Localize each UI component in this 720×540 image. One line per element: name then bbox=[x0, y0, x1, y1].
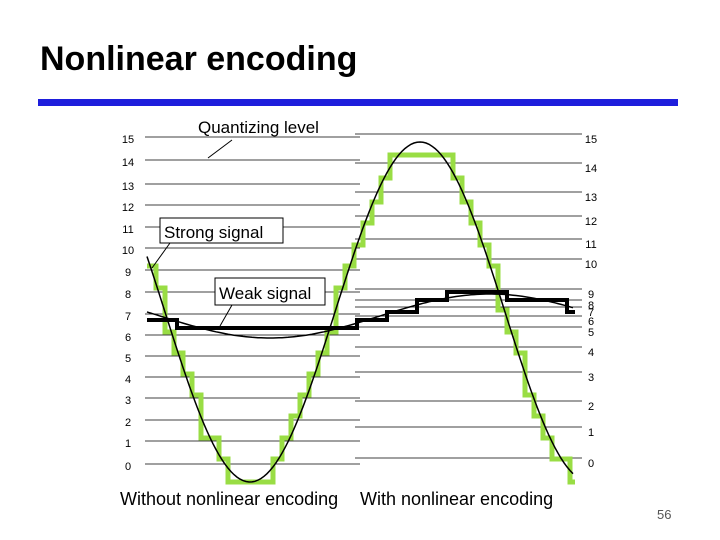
quantizing-label: Quantizing level bbox=[198, 118, 319, 137]
right-level-label: 3 bbox=[588, 372, 594, 384]
left-level-label: 7 bbox=[125, 311, 131, 323]
left-level-label: 9 bbox=[125, 267, 131, 279]
right-level-label: 10 bbox=[585, 259, 597, 271]
left-level-label: 3 bbox=[125, 395, 131, 407]
right-level-label: 9 bbox=[588, 289, 594, 301]
right-level-label: 13 bbox=[585, 192, 597, 204]
right-level-label: 2 bbox=[588, 401, 594, 413]
left-level-label: 10 bbox=[122, 245, 134, 257]
left-level-label: 4 bbox=[125, 374, 131, 386]
title-rule bbox=[38, 99, 678, 106]
right-level-label: 15 bbox=[585, 134, 597, 146]
right-caption: With nonlinear encoding bbox=[360, 489, 553, 509]
right-level-label: 8 bbox=[588, 300, 594, 312]
left-level-label: 14 bbox=[122, 157, 134, 169]
pointer bbox=[151, 242, 171, 269]
left-caption: Without nonlinear encoding bbox=[120, 489, 338, 509]
weak-quantized bbox=[147, 290, 575, 330]
strong-quantized bbox=[147, 152, 575, 485]
pointer bbox=[207, 139, 233, 159]
strong-label: Strong signal bbox=[164, 223, 263, 242]
slide-title: Nonlinear encoding bbox=[40, 40, 357, 78]
left-level-label: 15 bbox=[122, 134, 134, 146]
left-level-label: 0 bbox=[125, 461, 131, 473]
right-level-label: 5 bbox=[588, 327, 594, 339]
left-level-label: 12 bbox=[122, 202, 134, 214]
level-lines bbox=[145, 133, 582, 465]
signals bbox=[146, 141, 575, 485]
page-number: 56 bbox=[657, 507, 671, 522]
right-level-label: 12 bbox=[585, 216, 597, 228]
strong-box bbox=[159, 217, 284, 244]
strong-signal bbox=[146, 141, 574, 483]
left-level-label: 5 bbox=[125, 353, 131, 365]
left-level-label: 11 bbox=[122, 224, 133, 236]
right-level-label: 6 bbox=[588, 316, 594, 328]
right-level-label: 4 bbox=[588, 347, 594, 359]
right-level-label: 7 bbox=[588, 307, 594, 319]
pointer bbox=[219, 304, 233, 327]
right-level-label: 14 bbox=[585, 163, 597, 175]
right-level-label: 11 bbox=[585, 239, 596, 251]
weak-signal bbox=[146, 293, 574, 339]
left-level-label: 6 bbox=[125, 332, 131, 344]
left-level-label: 13 bbox=[122, 181, 134, 193]
right-level-label: 0 bbox=[588, 458, 594, 470]
left-level-label: 8 bbox=[125, 289, 131, 301]
left-level-label: 2 bbox=[125, 417, 131, 429]
right-level-label: 1 bbox=[588, 427, 594, 439]
weak-label: Weak signal bbox=[219, 284, 311, 303]
left-level-label: 1 bbox=[125, 438, 131, 450]
weak-box bbox=[214, 277, 326, 306]
